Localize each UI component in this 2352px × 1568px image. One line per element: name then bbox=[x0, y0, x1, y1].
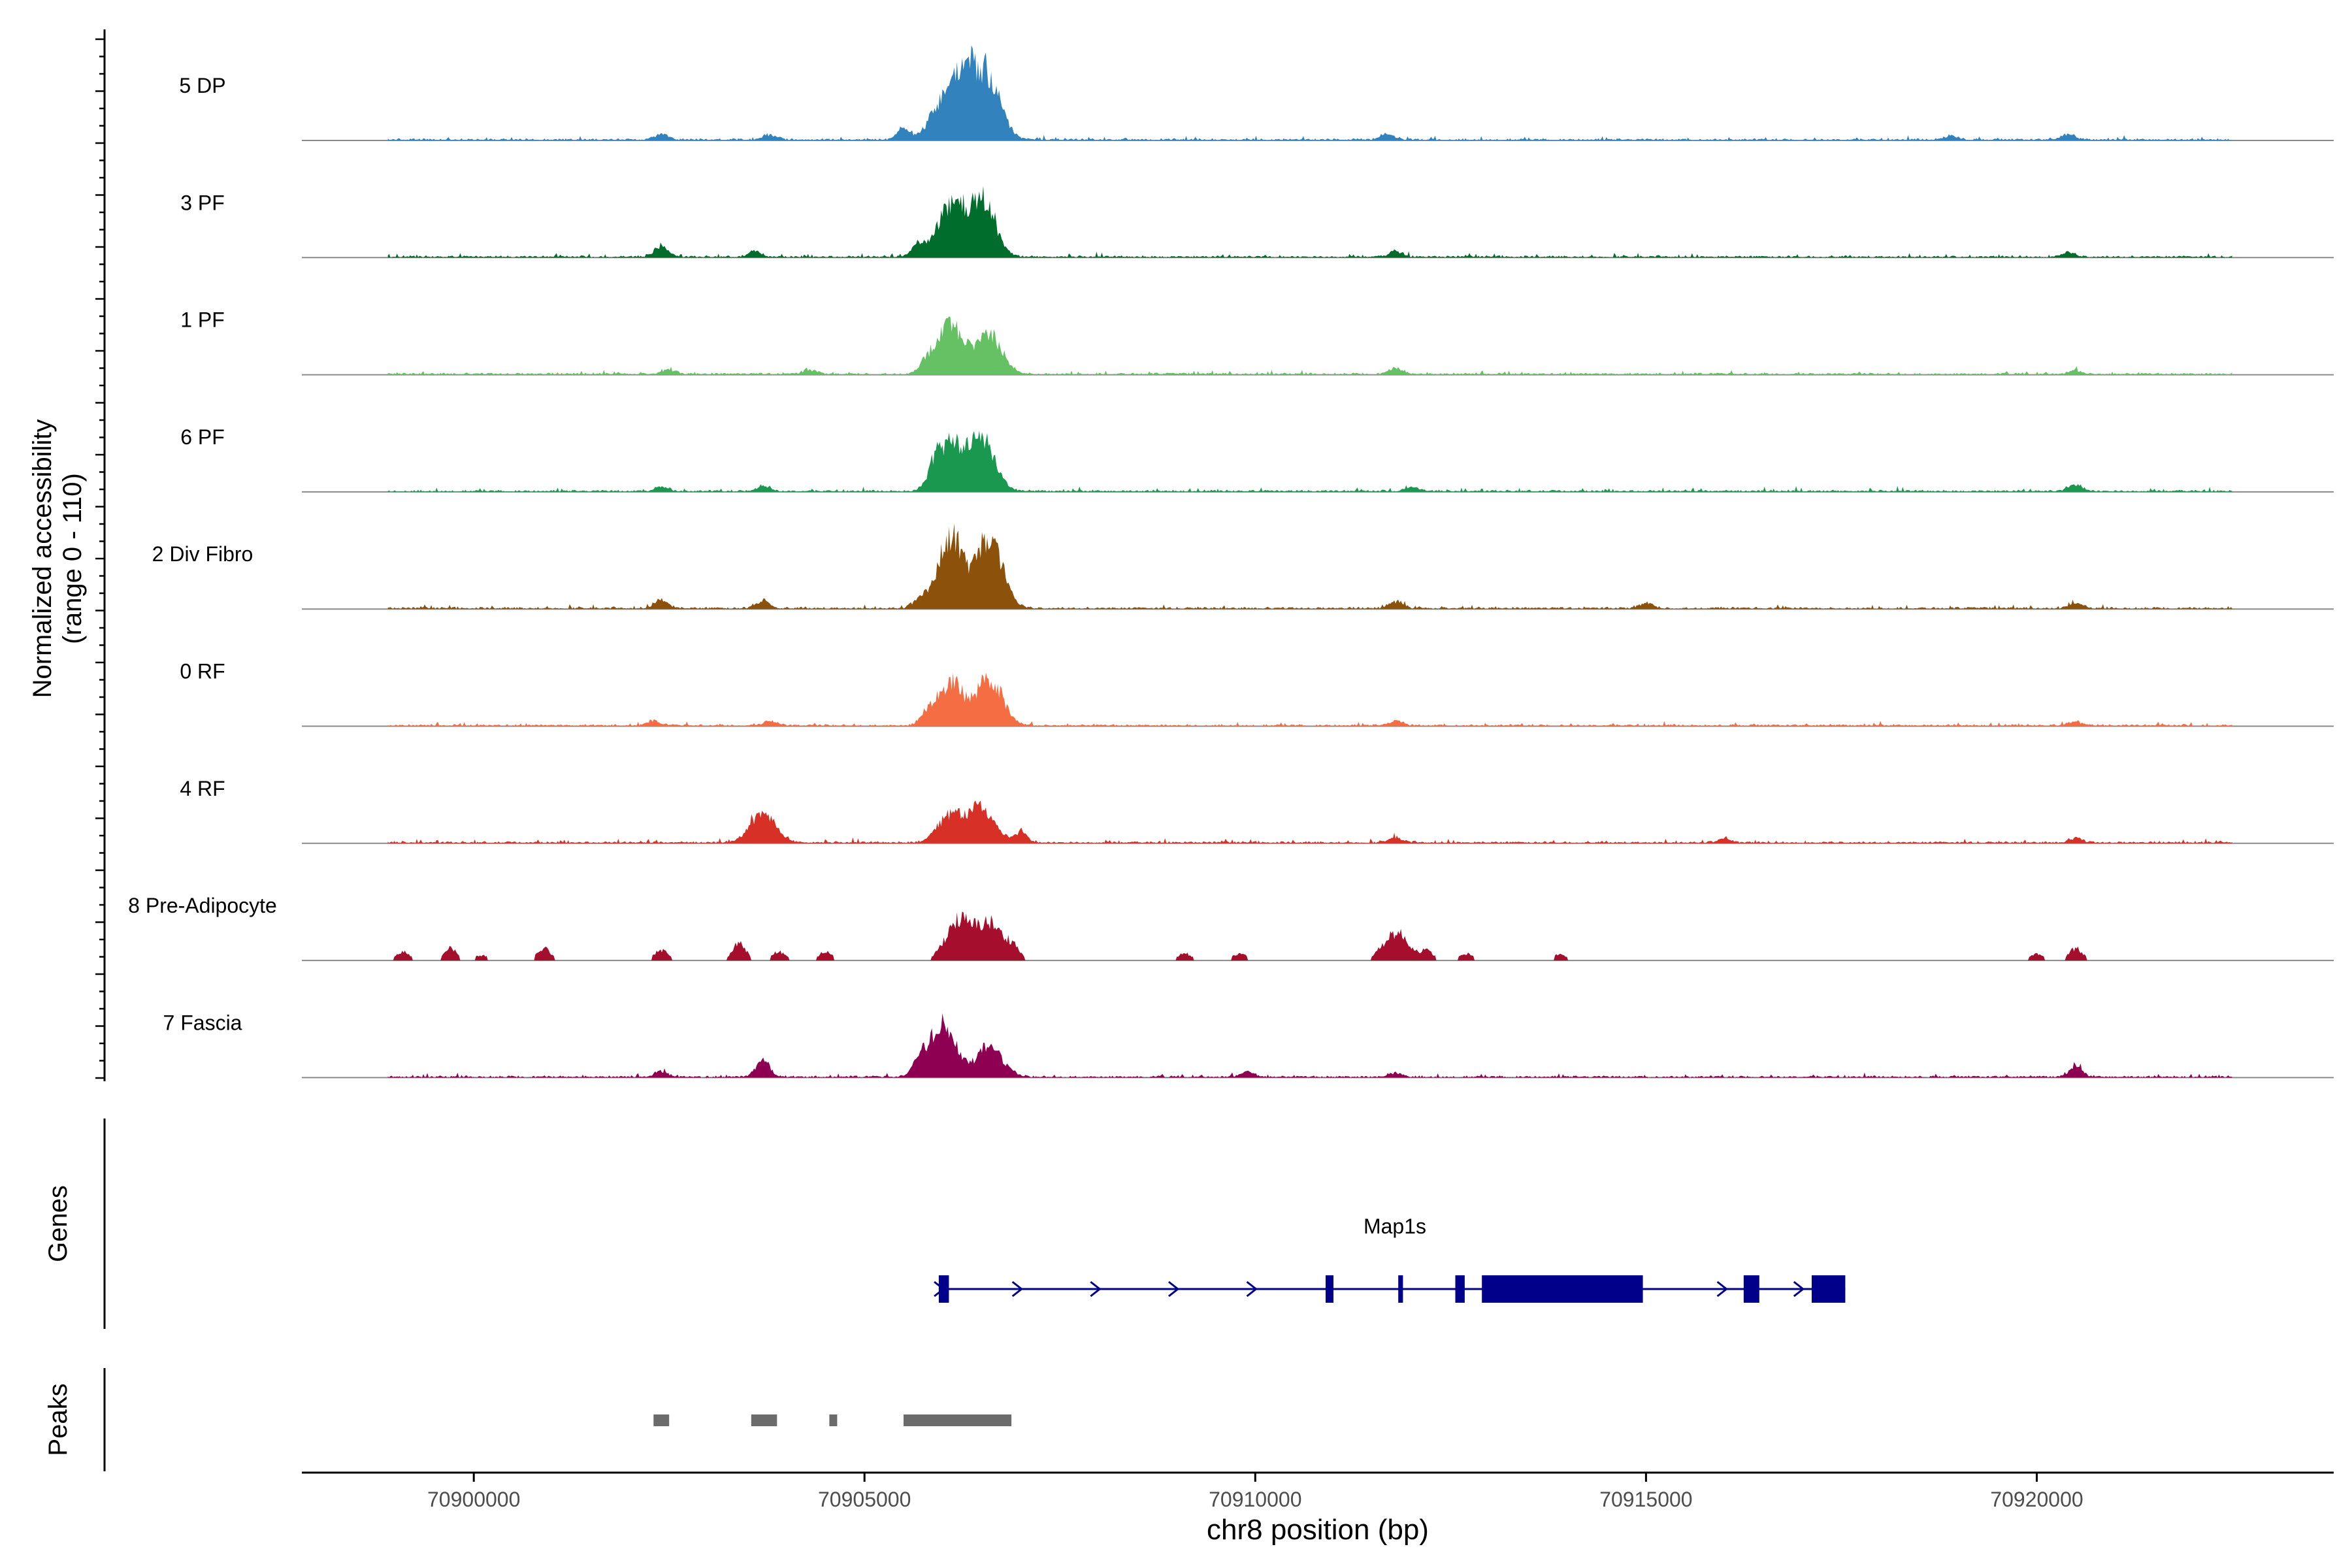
peak-region bbox=[751, 1414, 777, 1426]
peak-regions bbox=[653, 1414, 1012, 1426]
track-3-pf: 3 PF bbox=[180, 186, 2334, 259]
coverage-tracks: 5 DP 3 PF 1 PF 6 PF 2 Div Fibro 0 RF 4 RF 8 Pre… bbox=[128, 45, 2334, 1079]
track-8-pre-adipocyte: 8 Pre-Adipocyte bbox=[128, 894, 2334, 962]
genes-panel-label: Genes bbox=[44, 1185, 73, 1262]
exon bbox=[1743, 1275, 1759, 1303]
x-axis-ticks: 70900000 70905000 70910000 70915000 70920000 bbox=[427, 1473, 2083, 1511]
peak-region bbox=[904, 1414, 1012, 1426]
track-6-pf: 6 PF bbox=[180, 425, 2334, 493]
peak-region bbox=[653, 1414, 670, 1426]
y-axis-title-line1: Normalized accessibility bbox=[28, 419, 57, 698]
exon bbox=[1812, 1275, 1846, 1303]
exon bbox=[1455, 1275, 1465, 1303]
peaks-panel: Peaks bbox=[44, 1368, 1012, 1471]
exon bbox=[938, 1275, 949, 1303]
track-label: 1 PF bbox=[180, 308, 225, 332]
gene-model bbox=[934, 1275, 1846, 1303]
x-tick-label: 70915000 bbox=[1599, 1488, 1692, 1511]
exon bbox=[1326, 1275, 1333, 1303]
strand-arrow bbox=[1011, 1281, 1024, 1298]
exon bbox=[1398, 1275, 1403, 1303]
coverage-area bbox=[387, 800, 2232, 843]
x-axis: 70900000 70905000 70910000 70915000 70920000… bbox=[302, 1471, 2334, 1546]
x-tick-label: 70920000 bbox=[1990, 1488, 2083, 1511]
track-label: 2 Div Fibro bbox=[152, 542, 253, 566]
strand-arrow bbox=[1090, 1281, 1102, 1298]
strand-arrow bbox=[1246, 1281, 1258, 1298]
track-7-fascia: 7 Fascia bbox=[163, 1011, 2334, 1079]
x-axis-title: chr8 position (bp) bbox=[1207, 1514, 1429, 1546]
x-tick-label: 70910000 bbox=[1209, 1488, 1301, 1511]
track-label: 3 PF bbox=[180, 191, 225, 214]
track-0-rf: 0 RF bbox=[180, 660, 2334, 727]
y-axis-title-line2: (range 0 - 110) bbox=[58, 473, 87, 644]
strand-arrow bbox=[1168, 1281, 1180, 1298]
track-label: 8 Pre-Adipocyte bbox=[128, 894, 277, 917]
track-label: 0 RF bbox=[180, 660, 225, 683]
exon bbox=[1482, 1275, 1643, 1303]
y-axis-title: Normalized accessibility (range 0 - 110) bbox=[28, 419, 87, 698]
track-4-rf: 4 RF bbox=[180, 777, 2334, 844]
gene-name-label: Map1s bbox=[1364, 1215, 1426, 1238]
peaks-panel-label: Peaks bbox=[44, 1383, 73, 1456]
x-tick-label: 70900000 bbox=[427, 1488, 520, 1511]
track-label: 7 Fascia bbox=[163, 1011, 242, 1034]
track-label: 4 RF bbox=[180, 777, 225, 800]
track-label: 6 PF bbox=[180, 425, 225, 449]
x-tick-label: 70905000 bbox=[818, 1488, 911, 1511]
coverage-y-axis bbox=[95, 29, 106, 1081]
track-1-pf: 1 PF bbox=[180, 308, 2334, 376]
track-2-div-fibro: 2 Div Fibro bbox=[152, 523, 2334, 610]
strand-arrow bbox=[1793, 1281, 1805, 1298]
peak-region bbox=[829, 1414, 838, 1426]
strand-arrow bbox=[1716, 1281, 1729, 1298]
genes-panel: Genes Map1s bbox=[44, 1119, 1846, 1329]
track-label: 5 DP bbox=[179, 74, 225, 97]
track-5-dp: 5 DP bbox=[179, 45, 2334, 141]
